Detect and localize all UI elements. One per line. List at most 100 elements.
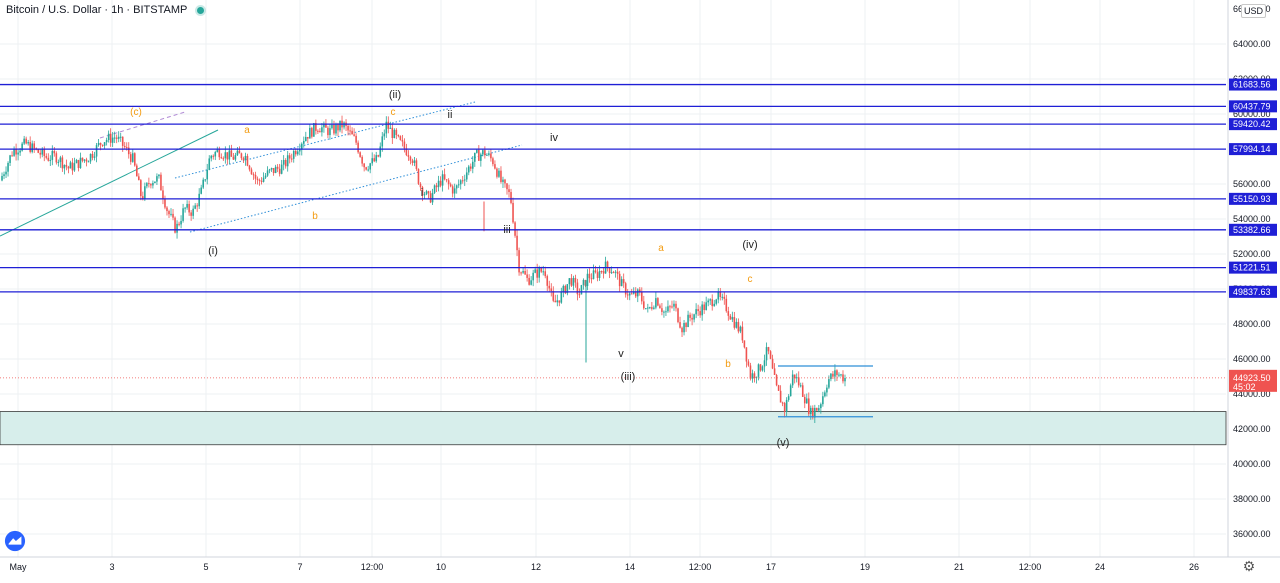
candle-body: [188, 203, 190, 213]
candle-body: [803, 396, 806, 404]
candle-body: [572, 277, 575, 286]
candle-body: [775, 374, 778, 386]
candle-body: [409, 156, 412, 161]
candle-body: [121, 136, 124, 146]
candle-body: [524, 271, 526, 275]
candle-body: [492, 158, 494, 165]
candle-body: [812, 407, 814, 418]
candle-body: [196, 205, 198, 207]
candle-body: [576, 282, 579, 295]
price-axis-label: 48000.00: [1233, 319, 1271, 329]
candle-body: [826, 387, 828, 393]
candle-body: [502, 179, 504, 182]
candle-body: [797, 377, 800, 386]
candle-body: [741, 326, 744, 341]
candle-body: [184, 207, 186, 209]
candle-body: [146, 183, 148, 187]
candle-body: [496, 168, 498, 177]
candle-body: [93, 156, 96, 158]
candle-body: [538, 268, 540, 278]
candle-body: [506, 183, 508, 190]
candle-body: [369, 163, 371, 170]
candle-body: [785, 399, 788, 412]
wave-label: a: [658, 243, 664, 254]
time-axis-label: 12: [531, 562, 541, 572]
candle-body: [178, 223, 180, 225]
candle-body: [284, 160, 287, 167]
candle-body: [655, 298, 657, 308]
candle-body: [101, 144, 104, 146]
candle-body: [759, 364, 762, 371]
candle-body: [83, 159, 86, 161]
candle-body: [469, 166, 472, 169]
price-axis-label: 44000.00: [1233, 389, 1271, 399]
wave-label: b: [725, 359, 731, 370]
time-axis-label: 12:00: [361, 562, 384, 572]
candle-body: [516, 235, 518, 251]
candle-body: [19, 150, 21, 153]
symbol-header[interactable]: Bitcoin / U.S. Dollar · 1h · BITSTAMP: [6, 4, 205, 16]
candle-body: [317, 130, 319, 132]
candle-body: [600, 271, 603, 273]
currency-badge[interactable]: USD: [1241, 4, 1267, 18]
candle-body: [160, 174, 162, 191]
candle-body: [164, 198, 166, 208]
chart-settings-gear-icon[interactable]: ⚙: [1242, 558, 1256, 574]
candle-body: [842, 374, 844, 382]
candle-body: [834, 370, 836, 377]
candle-body: [39, 152, 42, 155]
candle-body: [224, 152, 227, 159]
price-level-tag-text: 59420.42: [1233, 119, 1271, 129]
candle-body: [681, 327, 683, 333]
candle-body: [663, 311, 665, 313]
candle-body: [266, 170, 269, 176]
candle-body: [809, 407, 812, 415]
candle-body: [17, 152, 19, 155]
candle-body: [673, 303, 675, 307]
candle-body: [482, 150, 484, 155]
candle-body: [401, 139, 404, 142]
candle-body: [59, 157, 62, 162]
time-axis-label: 24: [1095, 562, 1105, 572]
candle-body: [441, 174, 444, 186]
price-level-tag: [1229, 223, 1277, 236]
candle-body: [701, 304, 703, 316]
price-level-tag: [1229, 192, 1277, 205]
grid: [0, 0, 1226, 557]
candle-body: [661, 308, 663, 312]
candle-body: [610, 272, 613, 274]
candle-body: [467, 166, 470, 173]
time-axis-label: 12:00: [1019, 562, 1042, 572]
candle-body: [61, 157, 64, 169]
candle-body: [484, 150, 486, 156]
candle-body: [109, 133, 112, 143]
price-axis-label: 52000.00: [1233, 249, 1271, 259]
candle-body: [31, 143, 33, 152]
candle-body: [568, 278, 571, 285]
candle-body: [220, 157, 223, 159]
candle-body: [814, 407, 816, 418]
candle-body: [125, 147, 128, 149]
candle-body: [45, 156, 48, 158]
candle-body: [431, 192, 434, 203]
candle-body: [357, 142, 359, 153]
candle-body: [844, 377, 846, 382]
candle-body: [268, 169, 271, 171]
candle-body: [564, 285, 567, 294]
time-axis-label: 10: [436, 562, 446, 572]
candle-body: [437, 180, 440, 188]
candle-body: [584, 279, 587, 287]
candle-body: [216, 149, 219, 153]
candle-body: [389, 127, 392, 129]
candle-body: [596, 272, 599, 278]
candle-body: [677, 308, 679, 323]
candle-body: [474, 152, 476, 162]
candle-body: [347, 125, 349, 131]
candle-body: [556, 300, 559, 303]
candle-body: [522, 271, 524, 273]
candle-body: [361, 156, 363, 164]
candle-body: [89, 153, 92, 162]
candle-body: [417, 169, 420, 184]
